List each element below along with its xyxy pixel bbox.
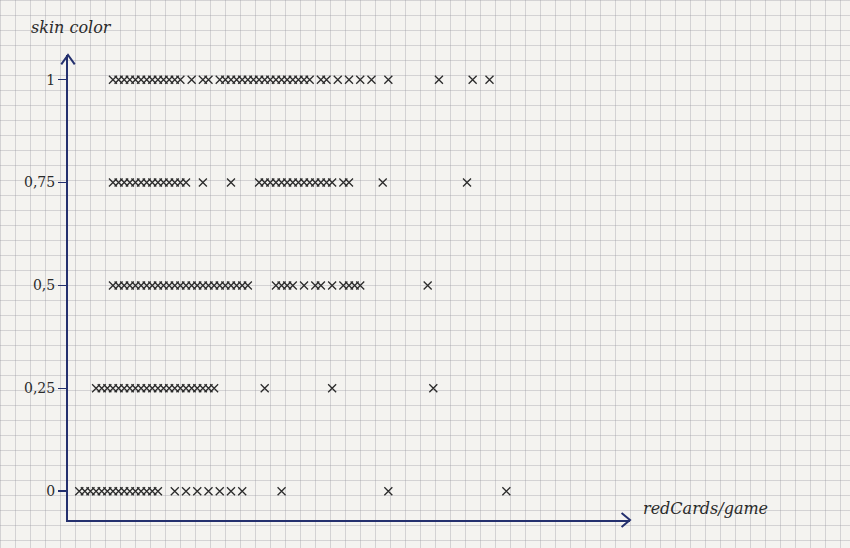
svg-text:1: 1 (46, 72, 55, 88)
svg-text:0,25: 0,25 (24, 380, 55, 396)
svg-text:redCards/game: redCards/game (643, 499, 768, 518)
svg-text:0: 0 (46, 483, 55, 499)
svg-text:0,75: 0,75 (24, 174, 55, 190)
svg-text:skin color: skin color (31, 18, 112, 37)
svg-text:0,5: 0,5 (33, 277, 55, 293)
